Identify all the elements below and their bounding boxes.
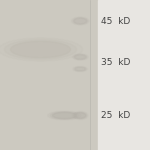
Ellipse shape bbox=[73, 18, 88, 24]
Text: 45  kD: 45 kD bbox=[101, 16, 130, 26]
Ellipse shape bbox=[73, 66, 88, 72]
Ellipse shape bbox=[4, 40, 76, 59]
Ellipse shape bbox=[71, 17, 89, 25]
Ellipse shape bbox=[52, 112, 76, 119]
Ellipse shape bbox=[72, 54, 88, 60]
Ellipse shape bbox=[74, 54, 87, 60]
Bar bbox=[0, 0, 98, 150]
Ellipse shape bbox=[11, 41, 70, 58]
Ellipse shape bbox=[0, 38, 82, 61]
Ellipse shape bbox=[74, 112, 87, 119]
Ellipse shape bbox=[75, 113, 86, 118]
Bar bbox=[98, 0, 150, 150]
Ellipse shape bbox=[75, 55, 86, 59]
Ellipse shape bbox=[50, 112, 79, 119]
Ellipse shape bbox=[72, 111, 88, 120]
Text: 25  kD: 25 kD bbox=[101, 111, 130, 120]
Ellipse shape bbox=[74, 18, 87, 24]
Ellipse shape bbox=[74, 67, 87, 71]
Ellipse shape bbox=[48, 111, 81, 120]
Ellipse shape bbox=[75, 67, 86, 71]
Text: 35  kD: 35 kD bbox=[101, 58, 131, 68]
